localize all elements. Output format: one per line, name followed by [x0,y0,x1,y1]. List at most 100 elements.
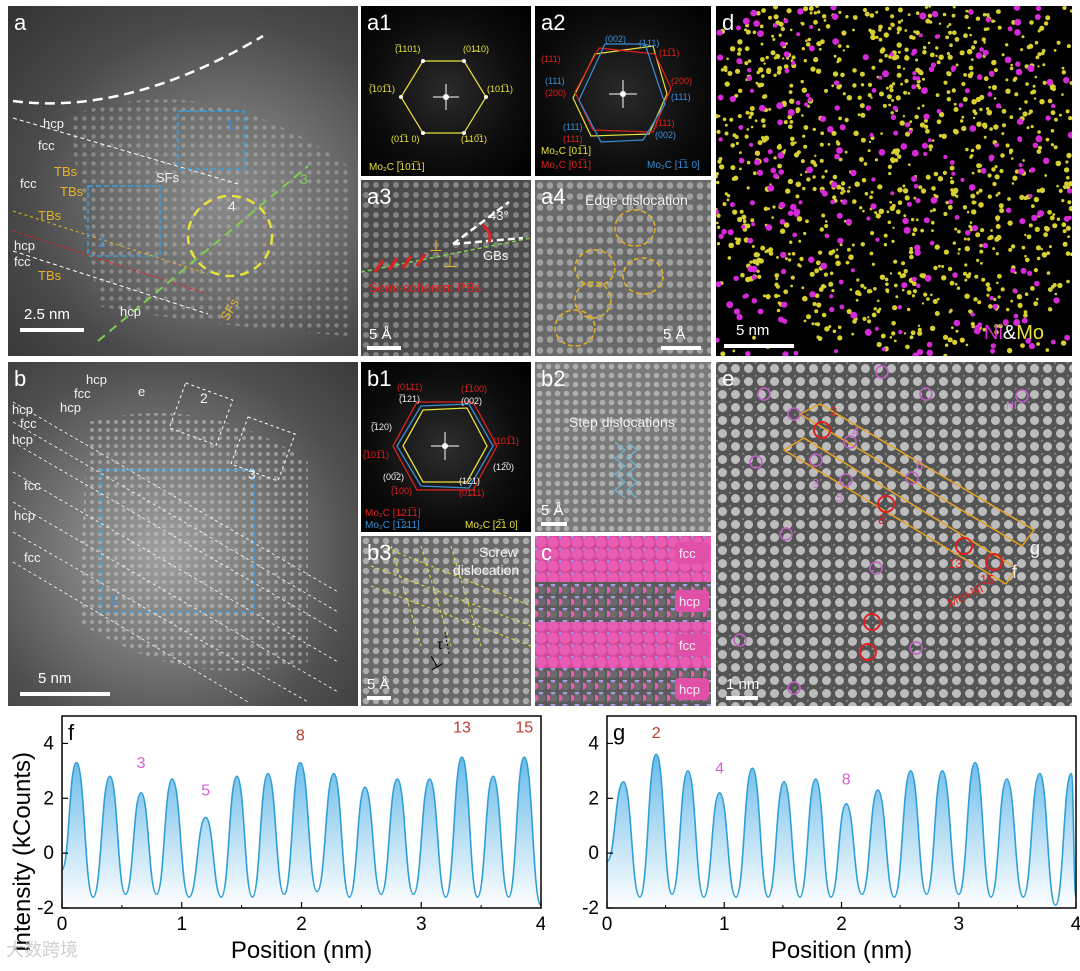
spot-label: (11̅1) [659,48,680,58]
ni-signal-dot [795,100,801,106]
mo-signal-dot [729,117,734,122]
mo-signal-dot [955,194,959,198]
mo-signal-dot [959,337,965,343]
ni-signal-dot [1067,188,1072,194]
ni-signal-dot [968,184,976,191]
mo-signal-dot [825,220,828,223]
peak-number-label: 13 [453,719,471,736]
zone-axis-caption: Mo₂C [01̅1] [541,160,592,171]
ni-signal-dot [1043,157,1050,164]
mo-signal-dot [840,72,845,78]
mo-signal-dot [897,20,902,24]
ni-signal-dot [738,125,744,130]
spot-label: (1̵11) [639,38,660,48]
ni-signal-dot [958,102,964,108]
label-fcc: fcc [24,550,41,565]
mo-signal-dot [891,98,895,102]
ni-signal-dot [900,143,908,150]
ni-signal-dot [1035,135,1043,143]
mo-signal-dot [758,67,764,73]
mo-signal-dot [1041,252,1048,258]
mo-signal-dot [895,95,901,101]
mo-signal-dot [971,99,977,105]
gbs-label: GBs [483,248,509,263]
mo-signal-dot [718,164,725,170]
mo-signal-dot [932,208,936,212]
mo-signal-dot [912,289,917,294]
ni-signal-dot [897,305,902,310]
mo-signal-dot [884,53,888,58]
mo-signal-dot [1061,70,1066,75]
mo-signal-dot [970,226,973,229]
mo-signal-dot [870,34,876,41]
mo-signal-dot [1042,63,1046,67]
mo-signal-dot [1037,130,1041,134]
mo-signal-dot [855,298,859,302]
ni-signal-dot [1067,215,1072,220]
mo-signal-dot [851,332,855,336]
ni-signal-dot [773,23,778,28]
panel-a4-label: a4 [541,184,566,209]
mo-signal-dot [970,148,975,153]
mo-signal-dot [1061,199,1065,203]
mo-signal-dot [820,39,825,45]
mo-signal-dot [911,281,917,287]
mo-signal-dot [832,195,837,200]
ni-signal-dot [783,51,790,58]
fft-pattern [399,59,488,135]
mo-signal-dot [859,71,865,77]
mo-signal-dot [949,165,955,171]
scale-bar [367,346,401,350]
mo-signal-dot [966,210,970,214]
mo-signal-dot [724,123,728,127]
mo-signal-dot [917,106,921,110]
mo-signal-dot [746,160,751,165]
mo-signal-dot [784,257,788,261]
mo-signal-dot [971,171,975,175]
mo-signal-dot [749,260,753,264]
ni-signal-dot [738,157,745,164]
mo-signal-dot [739,209,744,214]
panel-a1-label: a1 [367,10,392,35]
spot-label: (111) [545,76,565,86]
mo-signal-dot [832,174,838,180]
ni-signal-dot [908,129,913,134]
mo-signal-dot [1005,78,1009,82]
mo-signal-dot [867,316,870,319]
ni-signal-dot [837,237,844,244]
mo-signal-dot [870,96,873,99]
ni-signal-dot [1063,77,1070,84]
atom-label: 2 [830,404,838,419]
ni-signal-dot [954,215,960,220]
ni-signal-dot [798,200,803,205]
mo-signal-dot [801,114,804,117]
mo-signal-dot [738,88,743,94]
mo-signal-dot [777,65,783,71]
ni-signal-dot [950,67,956,73]
ni-signal-dot [1018,168,1025,175]
ni-signal-dot [915,198,921,204]
ni-signal-dot [796,32,801,37]
ni-signal-dot [921,142,929,149]
mo-signal-dot [885,86,889,90]
profile-line [61,756,542,907]
dislocation-symbol: ⊥ [443,254,457,271]
mo-signal-dot [978,188,983,193]
mo-signal-dot [1036,297,1039,301]
mo-signal-dot [1010,299,1014,303]
mo-signal-dot [931,229,934,233]
mo-signal-dot [761,74,765,78]
ni-signal-dot [830,6,837,11]
mo-signal-dot [859,103,865,109]
ni-signal-dot [912,352,919,356]
mo-signal-dot [878,37,883,42]
mo-signal-dot [836,60,840,64]
mo-signal-dot [1026,126,1030,130]
mo-signal-dot [1064,181,1070,187]
ni-signal-dot [953,319,961,327]
zone-axis-caption: Mo₂C [2̅1 0] [465,520,518,531]
mo-signal-dot [870,190,874,194]
mo-signal-dot [1022,111,1028,117]
mo-signal-dot [768,251,774,256]
ni-signal-dot [1064,334,1070,341]
